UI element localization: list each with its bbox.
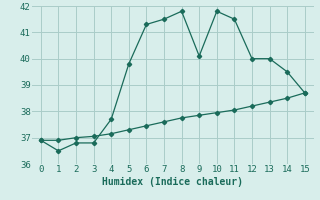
X-axis label: Humidex (Indice chaleur): Humidex (Indice chaleur) [102, 177, 243, 187]
